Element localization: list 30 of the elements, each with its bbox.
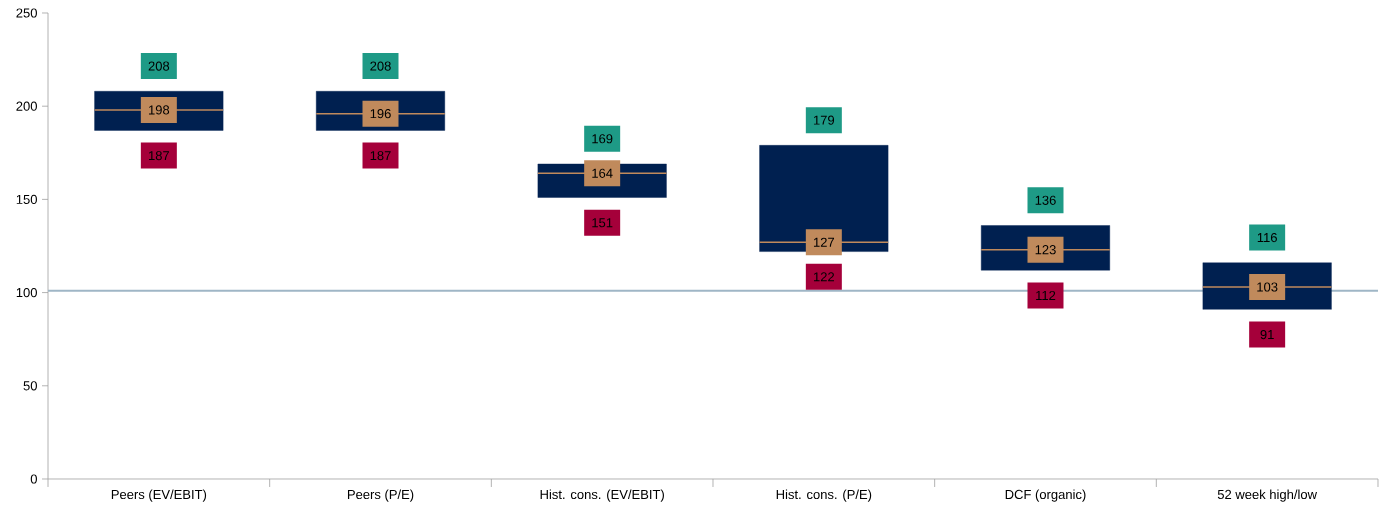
- annotation: 122: [813, 272, 835, 282]
- x-tick-label: Peers (P/E): [347, 489, 414, 502]
- y-tick-label: 150: [16, 194, 37, 204]
- annotation: 136: [1035, 195, 1056, 205]
- annotation: 91: [1260, 329, 1274, 340]
- annotation: 127: [813, 237, 835, 247]
- annotation: 179: [813, 115, 835, 125]
- annotation: 169: [592, 134, 613, 144]
- annotation: 116: [1257, 232, 1277, 243]
- annotation: 123: [1035, 245, 1056, 255]
- annotation: 187: [370, 151, 391, 161]
- annotation: 208: [370, 61, 391, 71]
- annotation: 164: [592, 168, 613, 178]
- annotation: 208: [148, 61, 170, 71]
- annotation: 187: [148, 151, 170, 161]
- y-tick-label: 200: [16, 101, 37, 111]
- y-tick-label: 250: [16, 8, 37, 18]
- y-tick-label: 100: [16, 287, 37, 298]
- x-tick-label: Peers (EV/EBIT): [111, 489, 207, 502]
- annotation: 151: [592, 218, 613, 228]
- x-tick-label: Hist. cons. (EV/EBIT): [540, 489, 664, 502]
- annotation: 198: [148, 105, 170, 115]
- x-tick-label: DCF (organic): [1005, 489, 1086, 502]
- annotation: 103: [1257, 282, 1278, 292]
- y-tick-label: 0: [30, 474, 37, 484]
- annotation: 112: [1036, 290, 1056, 300]
- x-tick-label: 52 week high/low: [1217, 489, 1318, 502]
- annotation: 196: [370, 109, 391, 119]
- x-tick-label: Hist. cons. (P/E): [776, 489, 872, 502]
- y-tick-label: 50: [23, 381, 37, 391]
